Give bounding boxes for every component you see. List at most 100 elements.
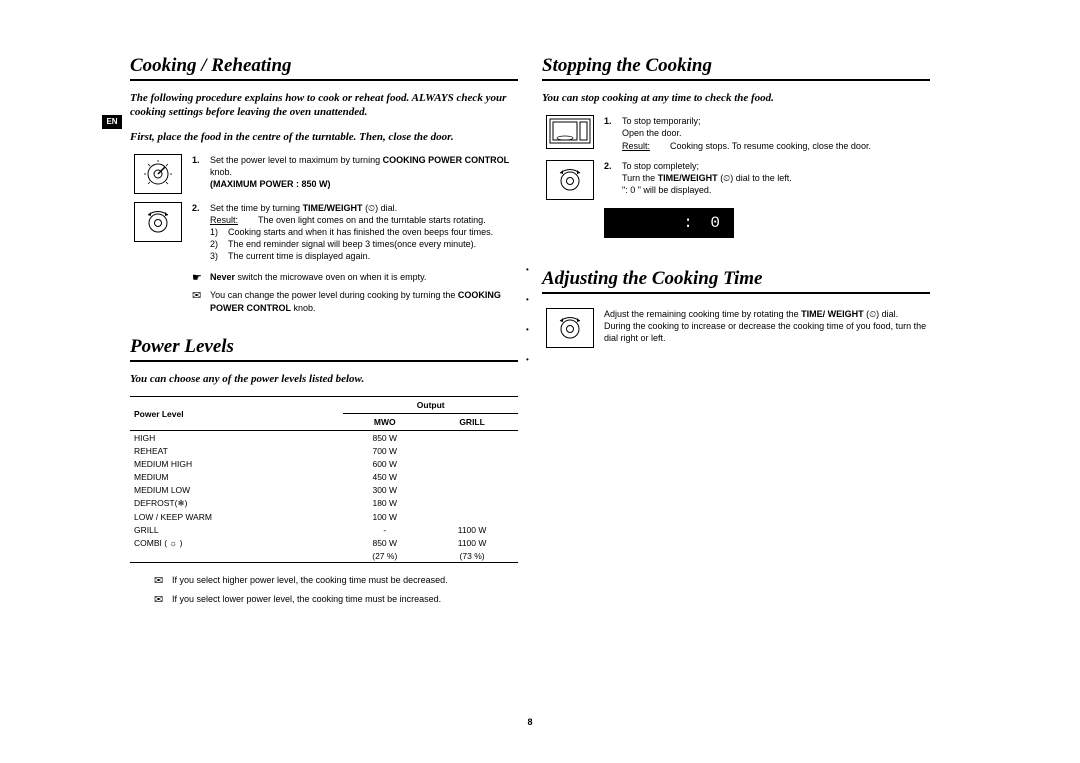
cell-grill (426, 444, 518, 457)
heading-stopping: Stopping the Cooking (542, 55, 930, 81)
table-row: MEDIUM LOW300 W (130, 483, 518, 496)
list-item: The end reminder signal will beep 3 time… (228, 238, 476, 250)
note-never: ☛ Never switch the microwave oven on whe… (130, 271, 518, 286)
table-row: HIGH850 W (130, 431, 518, 445)
stop-step-1: 1. To stop temporarily; Open the door. R… (542, 115, 930, 151)
text: Turn the (622, 173, 658, 183)
cell-mwo: 300 W (343, 483, 426, 496)
cell-grill: 1100 W (426, 536, 518, 549)
list-item: The current time is displayed again. (228, 250, 370, 262)
time-dial-icon (546, 160, 594, 200)
note-lower-power: ✉ If you select lower power level, the c… (130, 593, 518, 608)
step-body: Set the time by turning TIME/WEIGHT (⏲) … (210, 202, 518, 263)
cell-grill (426, 457, 518, 470)
table-row: MEDIUM HIGH600 W (130, 457, 518, 470)
microwave-icon (546, 115, 594, 149)
cell-grill (426, 470, 518, 483)
text: (⏲) dial. (363, 203, 398, 213)
step-number: 1. (604, 115, 622, 151)
right-column: Stopping the Cooking You can stop cookin… (530, 55, 930, 608)
table-row: COMBI ( ☼ )850 W1100 W (130, 536, 518, 549)
cell-name: GRILL (130, 523, 343, 536)
cell-grill (426, 483, 518, 496)
th-output: Output (417, 400, 445, 410)
result-label: Result: (210, 214, 258, 226)
bold: (MAXIMUM POWER : 850 W) (210, 179, 331, 189)
cell-name: DEFROST(❄) (130, 496, 343, 510)
text: During the cooking to increase or decrea… (604, 320, 930, 344)
cell-mwo: 100 W (343, 510, 426, 523)
cell-grill (426, 496, 518, 510)
envelope-icon: ✉ (154, 593, 172, 608)
step-number: 2. (604, 160, 622, 200)
bold: TIME/WEIGHT (303, 203, 363, 213)
table-row: (27 %)(73 %) (130, 549, 518, 563)
cell-mwo: 700 W (343, 444, 426, 457)
text: Adjust the remaining cooking time by rot… (604, 309, 801, 319)
cell-grill (426, 431, 518, 445)
table-row: LOW / KEEP WARM100 W (130, 510, 518, 523)
text: If you select higher power level, the co… (172, 574, 518, 589)
text: Open the door. (622, 127, 930, 139)
step-number: 2. (192, 202, 210, 263)
th-power-level: Power Level (134, 409, 184, 419)
step-body: Set the power level to maximum by turnin… (210, 154, 518, 194)
text: To stop temporarily; (622, 115, 930, 127)
page-number: 8 (130, 717, 930, 727)
step-1: 1. Set the power level to maximum by tur… (130, 154, 518, 194)
column-separator-dots: •••• (526, 255, 529, 375)
intro-text: The following procedure explains how to … (130, 91, 518, 120)
left-column: Cooking / Reheating The following proced… (130, 55, 530, 608)
table-row: DEFROST(❄)180 W (130, 496, 518, 510)
columns: Cooking / Reheating The following proced… (130, 55, 930, 608)
step-body: To stop completely; Turn the TIME/WEIGHT… (622, 160, 930, 200)
note-change-power: ✉ You can change the power level during … (130, 289, 518, 313)
bold: TIME/ WEIGHT (801, 309, 864, 319)
cell-grill: 1100 W (426, 523, 518, 536)
list-num: 3) (210, 250, 228, 262)
cell-name: MEDIUM (130, 470, 343, 483)
cell-mwo: 450 W (343, 470, 426, 483)
text: Set the time by turning (210, 203, 303, 213)
cell-name: MEDIUM LOW (130, 483, 343, 496)
text: knob. (291, 303, 316, 313)
note-higher-power: ✉ If you select higher power level, the … (130, 574, 518, 589)
pointer-icon: ☛ (192, 271, 210, 286)
text: switch the microwave oven on when it is … (235, 272, 426, 282)
language-badge: EN (102, 115, 122, 129)
cell-mwo: 600 W (343, 457, 426, 470)
list-num: 1) (210, 226, 228, 238)
manual-page: EN Cooking / Reheating The following pro… (130, 55, 930, 735)
th-mwo: MWO (374, 417, 396, 427)
cell-name: LOW / KEEP WARM (130, 510, 343, 523)
table-row: MEDIUM450 W (130, 470, 518, 483)
result-text: The oven light comes on and the turntabl… (258, 214, 486, 226)
intro-power: You can choose any of the power levels l… (130, 372, 518, 386)
text: (⏲) dial to the left. (718, 173, 792, 183)
cell-name: MEDIUM HIGH (130, 457, 343, 470)
table-row: REHEAT700 W (130, 444, 518, 457)
envelope-icon: ✉ (154, 574, 172, 589)
bold: TIME/WEIGHT (658, 173, 718, 183)
cell-mwo: (27 %) (343, 549, 426, 563)
stop-step-2: 2. To stop completely; Turn the TIME/WEI… (542, 160, 930, 200)
text: If you select lower power level, the coo… (172, 593, 518, 608)
bold: COOKING POWER CONTROL (383, 155, 510, 165)
text: ": 0 " will be displayed. (622, 184, 930, 196)
time-dial-icon (546, 308, 594, 348)
power-dial-icon (134, 154, 182, 194)
step-2: 2. Set the time by turning TIME/WEIGHT (… (130, 202, 518, 263)
text: To stop completely; (622, 160, 930, 172)
text: You can change the power level during co… (210, 290, 458, 300)
cell-mwo: 180 W (343, 496, 426, 510)
bold: Never (210, 272, 235, 282)
list-item: Cooking starts and when it has finished … (228, 226, 493, 238)
cell-mwo: - (343, 523, 426, 536)
text: (⏲) dial. (864, 309, 899, 319)
cell-mwo: 850 W (343, 431, 426, 445)
adjust-block: Adjust the remaining cooking time by rot… (542, 308, 930, 348)
heading-power-levels: Power Levels (130, 336, 518, 362)
heading-adjusting: Adjusting the Cooking Time (542, 268, 930, 294)
step-number: 1. (192, 154, 210, 194)
time-dial-icon (134, 202, 182, 242)
